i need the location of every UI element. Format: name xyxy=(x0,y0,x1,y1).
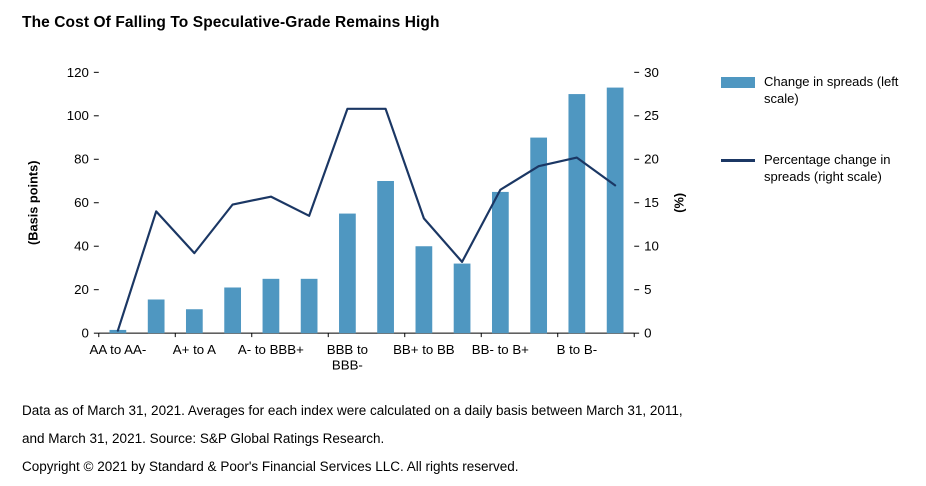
right-axis-tick-label: 15 xyxy=(644,195,659,210)
footnote-line-1: Data as of March 31, 2021. Averages for … xyxy=(22,403,683,418)
spread-change-bar xyxy=(453,263,471,334)
footnote-copyright: Copyright © 2021 by Standard & Poor's Fi… xyxy=(22,458,519,474)
chart-row: 0 20 40 60 80 100 120 0 5 10 15 20 25 30 AA to AA- A+ t… xyxy=(22,42,914,394)
spread-change-bar xyxy=(606,87,624,334)
combo-chart: 0 20 40 60 80 100 120 0 5 10 15 20 25 30 AA to AA- A+ t… xyxy=(26,65,687,373)
left-axis-tick-label: 100 xyxy=(67,108,89,123)
bar-swatch xyxy=(721,77,755,88)
left-axis-tick-label: 60 xyxy=(74,195,89,210)
percentage-change-line xyxy=(116,107,617,332)
legend-label-line: Percentage change in spreads (right scal… xyxy=(764,151,891,184)
x-axis-label: B to B- xyxy=(557,342,598,357)
spread-change-bar xyxy=(300,278,318,334)
spread-change-bar xyxy=(568,94,586,334)
x-axis-label: BB+ to BB xyxy=(393,342,455,357)
spread-change-bar xyxy=(185,309,203,334)
spread-change-bar xyxy=(530,137,548,334)
spread-change-bar xyxy=(224,287,242,334)
right-axis-tick-label: 20 xyxy=(644,152,659,167)
legend: Change in spreads (left scale) Percentag… xyxy=(721,42,914,230)
left-axis-tick-label: 120 xyxy=(67,65,89,80)
x-axis-label: A+ to A xyxy=(173,342,216,357)
x-axis-label: BB- to B+ xyxy=(472,342,529,357)
spread-change-bar xyxy=(415,246,433,334)
x-axis-label: BBB to BBB- xyxy=(327,342,368,373)
spread-change-bar xyxy=(339,213,356,334)
spread-change-bar xyxy=(377,180,394,334)
x-axis-label: A- to BBB+ xyxy=(238,342,304,357)
legend-item-line: Percentage change in spreads (right scal… xyxy=(721,152,914,186)
spread-change-bar xyxy=(491,191,509,334)
left-axis-title: (Basis points) xyxy=(26,160,41,245)
right-axis-tick-label: 10 xyxy=(644,239,659,254)
left-axis-tick-label: 20 xyxy=(74,282,89,297)
spread-change-bar xyxy=(147,299,165,334)
right-axis-tick-label: 30 xyxy=(644,65,659,80)
line-swatch xyxy=(721,158,755,162)
x-axis-label: AA to AA- xyxy=(90,342,147,357)
right-axis-tick-label: 5 xyxy=(644,282,651,297)
left-axis-tick-label: 0 xyxy=(82,326,89,341)
chart-title: The Cost Of Falling To Speculative-Grade… xyxy=(22,14,440,31)
left-axis-tick-label: 80 xyxy=(74,152,89,167)
legend-item-bars: Change in spreads (left scale) xyxy=(721,74,914,108)
footnote-line-2: and March 31, 2021. Source: S&P Global R… xyxy=(22,430,385,446)
right-axis-tick-label: 0 xyxy=(644,326,651,341)
left-axis-tick-label: 40 xyxy=(74,239,89,254)
spread-change-bar xyxy=(262,278,280,334)
legend-label-bars: Change in spreads (left scale) xyxy=(764,74,899,106)
right-axis-tick-label: 25 xyxy=(644,108,659,123)
footnotes: Data as of March 31, 2021. Averages for … xyxy=(22,402,914,477)
right-axis-title: (%) xyxy=(671,193,686,213)
